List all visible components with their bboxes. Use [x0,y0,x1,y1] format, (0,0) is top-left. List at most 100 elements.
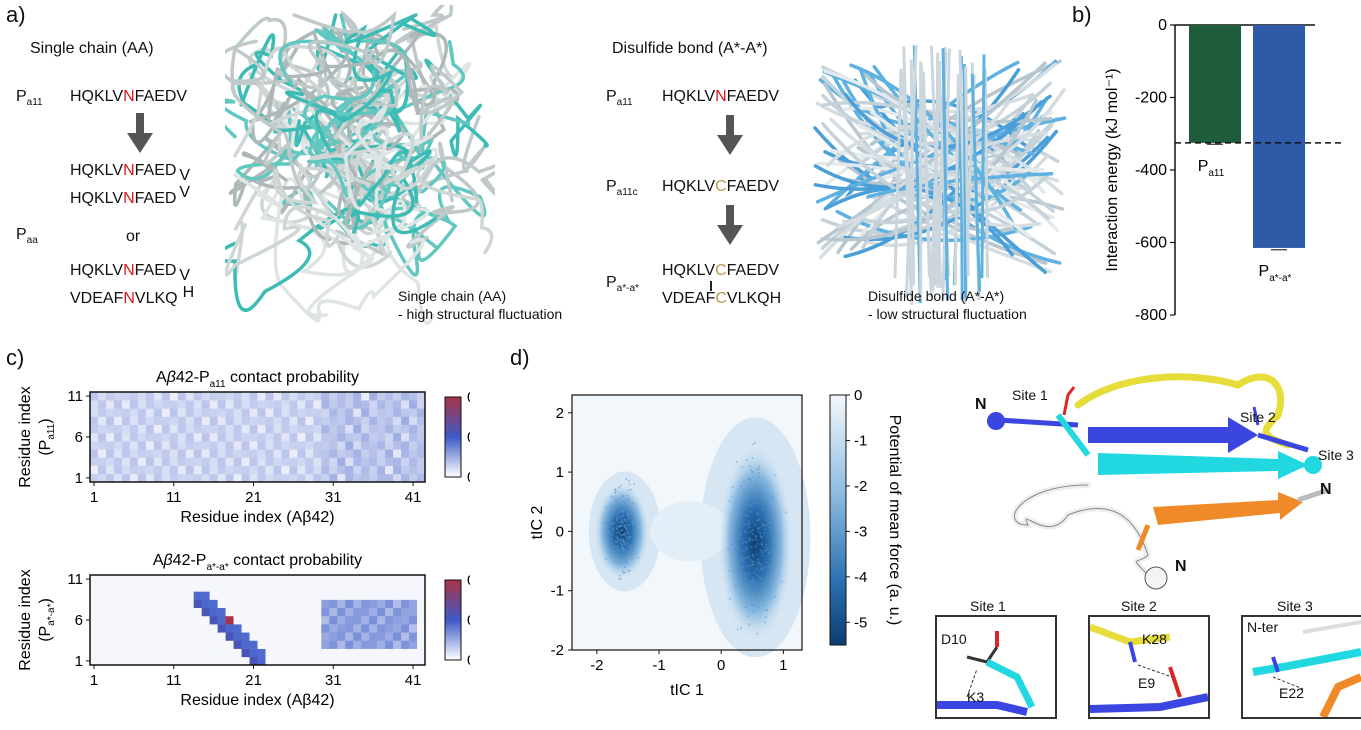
heatmap-cell [121,583,131,592]
heatmap-cell [281,465,290,475]
ensemble-strand [390,153,494,255]
heatmap-cell [241,449,250,458]
heatmap-cell [217,632,226,641]
heatmap-cell [249,615,258,625]
heatmap-cell [313,591,322,600]
heatmap-cell [217,392,226,401]
heatmap-cell [361,624,370,633]
pmf-sample-point [757,575,760,578]
pmf-sample-point [749,488,751,491]
heatmap-cell [193,632,202,641]
heatmap-cell [409,432,418,442]
heatmap-cell [377,575,386,584]
heatmap-cell [313,640,322,649]
heatmap-cell [305,656,314,666]
heatmap-cell [121,648,131,658]
heatmap-cell [417,441,426,450]
heatmap-cell [185,648,194,658]
ensemble-strand [970,73,982,292]
heatmap-cell [353,615,362,625]
pmf-sample-point [612,528,614,531]
y-tick-label: 1 [556,464,564,481]
heatmap-cell [185,457,194,466]
heatmap-cell [233,416,242,426]
heatmap-cell [217,607,226,617]
pmf-sample-point [602,534,605,537]
heatmap-cell [233,648,242,658]
heatmap-cell [321,424,330,434]
heatmap-cell [377,591,386,600]
pmf-sample-point [739,484,742,487]
pmf-sample-point [615,516,618,518]
heatmap-cell [169,615,179,625]
heatmap-cell [249,400,258,409]
heatmap-cell [233,615,242,625]
heatmap-cell [201,416,210,426]
pmf-sample-point [757,530,760,533]
heatmap-cell [201,632,210,641]
heatmap-cell [345,583,354,592]
heatmap-cell [297,416,306,426]
heatmap-cell [129,424,139,434]
pmf-sample-point [754,538,757,540]
heatmap-cell [369,473,378,483]
heatmap-cell [289,432,298,442]
heatmap-cell [153,392,163,401]
heatmap-cell [321,583,330,592]
heatmap-cell [113,416,123,426]
heatmap-cell [233,624,242,633]
heatmap-cell [145,424,155,434]
paa-label: Paa [16,226,38,247]
pmf-sample-point [744,606,747,609]
inset-res-nter: N-ter [1247,619,1279,635]
heatmap-cell [393,408,402,417]
heatmap-cell [193,424,202,434]
heatmap-cell [193,599,202,609]
heatmap-cell [121,449,131,458]
heatmap-cell [209,441,218,450]
heatmap-cell [90,648,99,658]
heatmap-cell [161,575,171,584]
heatmap-cell [129,408,139,417]
pmf-sample-point [621,500,624,503]
pmf-sample-point [743,557,746,560]
pmf-sample-point [752,502,755,505]
heatmap-cell [393,624,402,633]
heatmap-cell [193,441,202,450]
heatmap-cell [185,575,194,584]
heatmap-cell [393,583,402,592]
heatmap-cell [401,432,410,442]
heatmap-cell [105,575,115,584]
heatmap-cell [369,424,378,434]
heatmap-cell [169,449,179,458]
pmf-sample-point [750,580,752,582]
heatmap-cell [161,432,171,442]
pmf-colorbar [829,394,847,646]
heatmap-cell [273,408,282,417]
heatmap-cell [153,457,163,466]
heatmap-cell [393,473,402,483]
pmf-sample-point [627,515,630,518]
heatmap-cell [177,473,187,483]
pmf-sample-point [618,502,621,504]
heatmap-cell [249,392,258,401]
heatmap-cell [289,615,298,625]
heatmap-cell [369,392,378,401]
heatmap-cell [105,408,115,417]
site2-label: Site 2 [1240,409,1276,425]
heatmap-cell [401,465,410,475]
heatmap-cell [177,408,187,417]
heatmap-cell [97,575,107,584]
heatmap-cell [305,408,314,417]
heatmap-cell [289,473,298,483]
heatmap-cell [361,591,370,600]
heatmap-cell [321,408,330,417]
ensemble-strand [383,211,458,277]
x-tick-label: 0 [717,657,725,674]
heatmap-cell [337,449,346,458]
heatmap-cell [377,400,386,409]
heatmap-cell [401,575,410,584]
heatmap-cell [137,648,147,658]
heatmap-cell [337,441,346,450]
heatmap-cell [233,640,242,649]
